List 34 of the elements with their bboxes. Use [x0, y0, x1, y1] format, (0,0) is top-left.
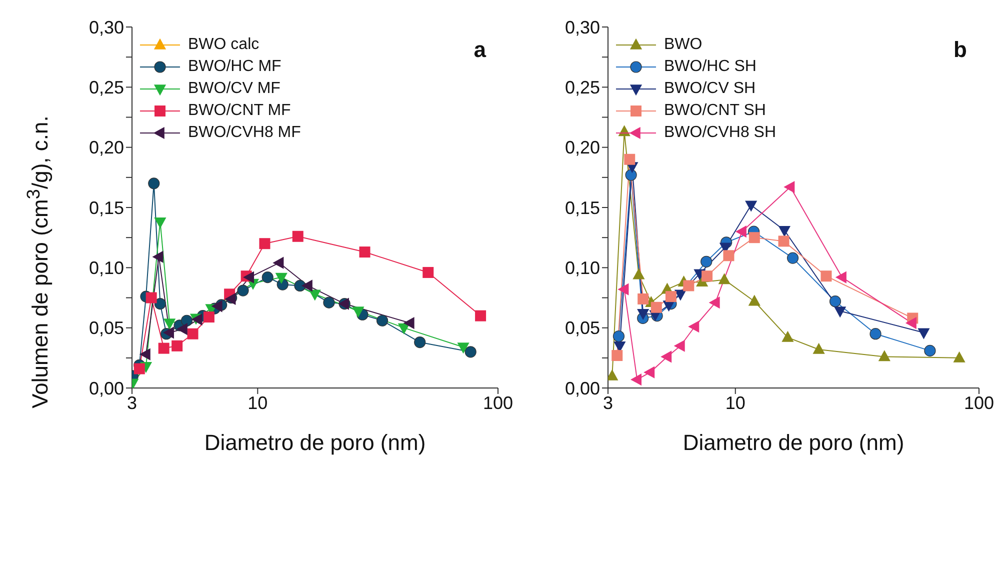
y-tick-label: 0,00: [88, 378, 124, 398]
x-tick-label: 100: [964, 392, 994, 413]
y-tick-label: 0,25: [88, 78, 124, 98]
legend-label: BWO/HC MF: [188, 57, 282, 77]
legend-label: BWO/CNT SH: [664, 101, 766, 121]
annotation: b: [954, 37, 967, 63]
y-tick-label: 0,15: [564, 198, 600, 218]
x-tick-label: 3: [126, 392, 138, 413]
x-tick-label: 3: [602, 392, 614, 413]
legend-label: BWO/CV SH: [664, 79, 756, 99]
x-tick-label: 10: [248, 392, 268, 413]
legend-label: BWO/CNT MF: [188, 101, 291, 121]
legend-label: BWO/CV MF: [188, 79, 280, 99]
y-tick-label: 0,15: [88, 198, 124, 218]
y-tick-label: 0,00: [564, 378, 600, 398]
y-tick-label: 0,05: [564, 318, 600, 338]
x-tick-label: 100: [482, 392, 514, 413]
legend-label: BWO: [664, 35, 702, 55]
y-tick-label: 0,30: [88, 17, 124, 38]
y-tick-label: 0,25: [564, 78, 600, 98]
y-tick-label: 0,10: [88, 258, 124, 278]
x-axis-title: Diametro de poro (nm): [204, 430, 426, 455]
y-tick-label: 0,20: [88, 138, 124, 158]
y-tick-label: 0,20: [564, 138, 600, 158]
legend-label: BWO/HC SH: [664, 57, 756, 77]
y-tick-label: 0,30: [564, 17, 600, 38]
legend-label: BWO/CVH8 MF: [188, 123, 301, 143]
legend-label: BWO calc: [188, 35, 260, 55]
y-tick-label: 0,05: [88, 318, 124, 338]
x-axis-title: Diametro de poro (nm): [682, 430, 904, 455]
annotation: a: [474, 37, 486, 63]
y-tick-label: 0,10: [564, 258, 600, 278]
legend-label: BWO/CVH8 SH: [664, 123, 776, 143]
x-tick-label: 10: [725, 392, 746, 413]
